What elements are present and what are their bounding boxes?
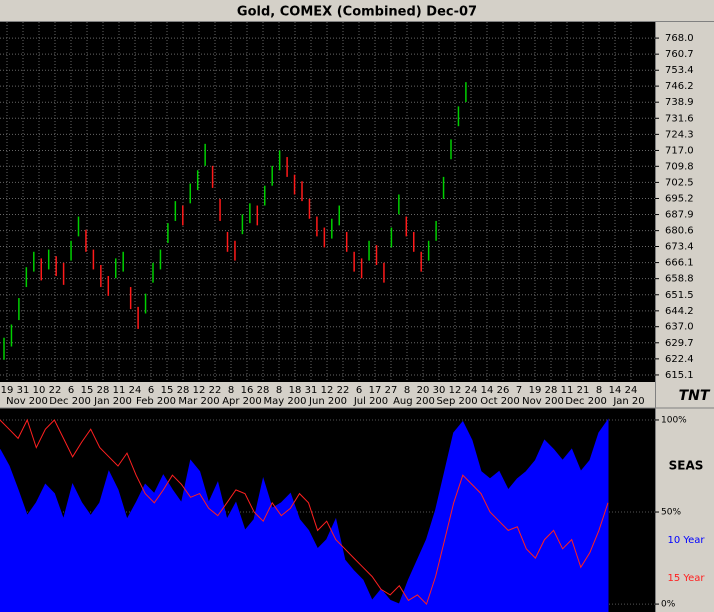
day-label: 28 (177, 385, 190, 396)
month-label: Aug 200 (393, 396, 435, 407)
y-tick-label: 695.2 (665, 193, 694, 204)
month-label: Nov 200 (6, 396, 48, 407)
day-label: 15 (161, 385, 174, 396)
day-label: 8 (276, 385, 282, 396)
day-label: 22 (337, 385, 350, 396)
day-label: 22 (209, 385, 222, 396)
day-label: 11 (561, 385, 574, 396)
y-tick-label: 658.8 (665, 274, 694, 285)
y-tick-label: 724.3 (665, 129, 694, 140)
seasonal-axis-panel (655, 408, 714, 612)
y-tick-label: 615.1 (665, 370, 694, 381)
price-axis-panel (655, 22, 714, 408)
y-tick-label: 100% (661, 415, 687, 425)
y-tick-label: 50% (661, 508, 681, 518)
day-label: 10 (33, 385, 46, 396)
day-label: 22 (49, 385, 62, 396)
seasonal-line (0, 418, 609, 606)
day-label: 12 (321, 385, 334, 396)
y-tick-label: 629.7 (665, 338, 694, 349)
day-label: 31 (17, 385, 30, 396)
day-label: 19 (529, 385, 542, 396)
month-label: Jan 200 (93, 396, 132, 407)
day-label: 14 (481, 385, 494, 396)
y-tick-label: 651.5 (665, 290, 694, 301)
legend-label: 15 Year (667, 573, 705, 584)
y-tick-label: 738.9 (665, 97, 694, 108)
y-tick-label: 702.5 (665, 177, 694, 188)
day-label: 31 (305, 385, 318, 396)
y-tick-label: 731.6 (665, 113, 694, 124)
month-label: Dec 200 (565, 396, 607, 407)
y-tick-label: 768.0 (665, 33, 694, 44)
day-label: 20 (417, 385, 430, 396)
day-label: 6 (68, 385, 74, 396)
day-label: 6 (148, 385, 154, 396)
y-tick-label: 687.9 (665, 210, 694, 221)
y-tick-label: 0% (661, 600, 676, 610)
day-label: 12 (449, 385, 462, 396)
chart-title: Gold, COMEX (Combined) Dec-07 (237, 5, 477, 20)
day-label: 17 (369, 385, 382, 396)
logo: TNT (679, 388, 711, 404)
y-tick-label: 673.4 (665, 242, 694, 253)
month-label: Dec 200 (49, 396, 91, 407)
day-label: 19 (1, 385, 14, 396)
day-label: 26 (497, 385, 510, 396)
legend-label: 10 Year (667, 535, 705, 546)
y-tick-label: 709.8 (665, 161, 694, 172)
y-tick-label: 746.2 (665, 81, 694, 92)
y-tick-label: 637.0 (665, 322, 694, 333)
day-label: 14 (609, 385, 622, 396)
day-label: 11 (113, 385, 126, 396)
y-tick-label: 622.4 (665, 354, 694, 365)
day-label: 30 (433, 385, 446, 396)
day-label: 24 (465, 385, 478, 396)
y-tick-label: 717.0 (665, 145, 694, 156)
day-label: 15 (81, 385, 94, 396)
month-label: Jul 200 (353, 396, 388, 407)
y-tick-label: 680.6 (665, 226, 694, 237)
month-label: May 200 (264, 396, 307, 407)
y-tick-label: 760.7 (665, 49, 694, 60)
day-label: 8 (596, 385, 602, 396)
day-label: 6 (356, 385, 362, 396)
day-label: 28 (257, 385, 270, 396)
day-label: 12 (193, 385, 206, 396)
y-tick-label: 753.4 (665, 65, 694, 76)
day-label: 8 (404, 385, 410, 396)
month-label: Feb 200 (136, 396, 176, 407)
month-label: Apr 200 (222, 396, 262, 407)
day-label: 8 (228, 385, 234, 396)
month-label: Jan 20 (612, 396, 644, 407)
day-label: 24 (129, 385, 142, 396)
day-label: 21 (577, 385, 590, 396)
y-tick-label: 644.2 (665, 306, 694, 317)
month-label: Jun 200 (308, 396, 347, 407)
day-label: 18 (289, 385, 302, 396)
month-label: Sep 200 (436, 396, 477, 407)
day-label: 24 (625, 385, 638, 396)
seasonal-area (0, 418, 609, 612)
day-label: 7 (516, 385, 522, 396)
date-axis-panel (0, 382, 655, 408)
day-label: 27 (385, 385, 398, 396)
title-bar (0, 0, 714, 22)
day-label: 28 (545, 385, 558, 396)
seasonal-title: SEAS (669, 459, 704, 473)
month-label: Nov 200 (522, 396, 564, 407)
y-tick-label: 666.1 (665, 258, 694, 269)
month-label: Mar 200 (178, 396, 219, 407)
day-label: 28 (97, 385, 110, 396)
day-label: 16 (241, 385, 254, 396)
month-label: Oct 200 (480, 396, 520, 407)
